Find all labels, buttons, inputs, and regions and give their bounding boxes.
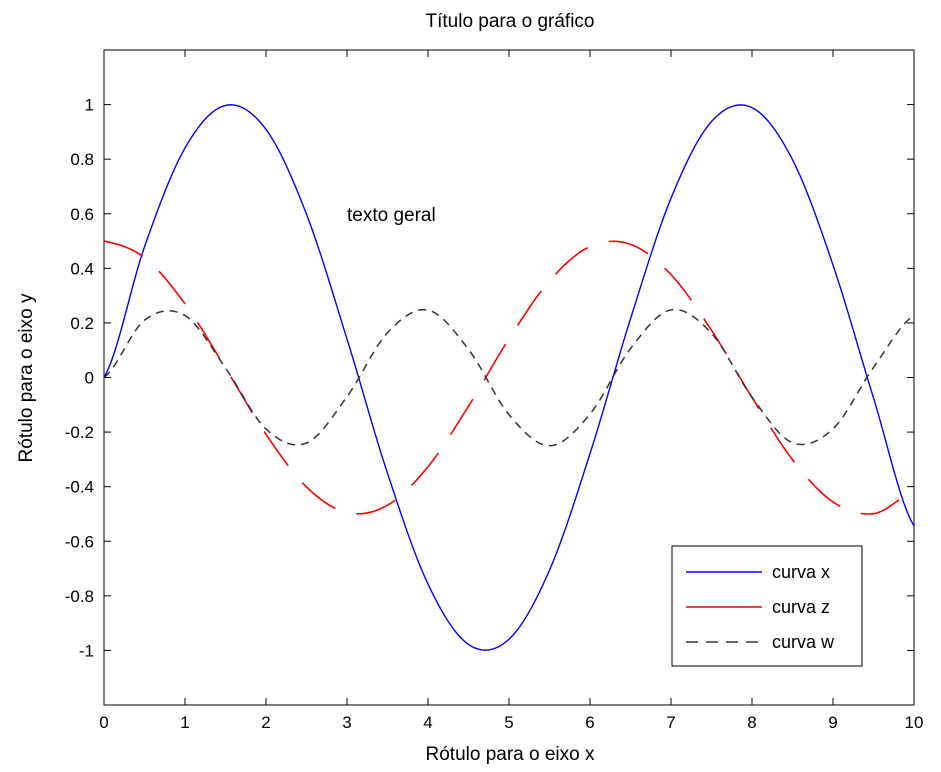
series-group [103, 104, 915, 651]
y-tick-label: -0.4 [65, 478, 94, 497]
x-tick-label: 7 [666, 713, 675, 732]
annotation-texto-geral: texto geral [347, 205, 436, 226]
x-tick-label: 0 [99, 713, 108, 732]
y-tick-label: 1 [85, 96, 94, 115]
x-tick-label: 5 [504, 713, 513, 732]
legend-label: curva w [772, 632, 835, 652]
y-tick-label: -0.8 [65, 587, 94, 606]
y-axis-label: Rótulo para o eixo y [16, 293, 37, 462]
axis-ticks: 0 1 2 3 4 5 6 7 8 9 10 -1 -0.8 -0.6 -0.4 -0.2 0 0.2 0.4 0.6… [65, 50, 924, 732]
x-tick-label: 8 [747, 713, 756, 732]
y-tick-label: 0.4 [70, 259, 94, 278]
y-tick-label: 0 [85, 369, 94, 388]
x-tick-label: 1 [180, 713, 189, 732]
x-axis-label: Rótulo para o eixo x [426, 744, 595, 765]
series-line-curva-w [103, 308, 915, 447]
legend-label: curva x [772, 562, 830, 582]
series-line-curva-z [103, 240, 915, 515]
x-tick-label: 10 [905, 713, 924, 732]
x-tick-label: 3 [342, 713, 351, 732]
y-tick-label: -0.6 [65, 532, 94, 551]
series-line-curva-x [103, 104, 915, 651]
chart-title: Título para o gráfico [426, 11, 595, 32]
y-tick-label: 0.2 [70, 314, 94, 333]
legend-box [671, 545, 863, 667]
legend: curva x curva z curva w [671, 545, 863, 667]
y-tick-label: -0.2 [65, 423, 94, 442]
x-tick-label: 4 [423, 713, 432, 732]
legend-label: curva z [772, 597, 830, 617]
x-tick-label: 2 [261, 713, 270, 732]
x-tick-label: 6 [585, 713, 594, 732]
y-tick-label: -1 [79, 641, 94, 660]
x-tick-label: 9 [828, 713, 837, 732]
y-tick-label: 0.6 [70, 205, 94, 224]
y-tick-label: 0.8 [70, 150, 94, 169]
